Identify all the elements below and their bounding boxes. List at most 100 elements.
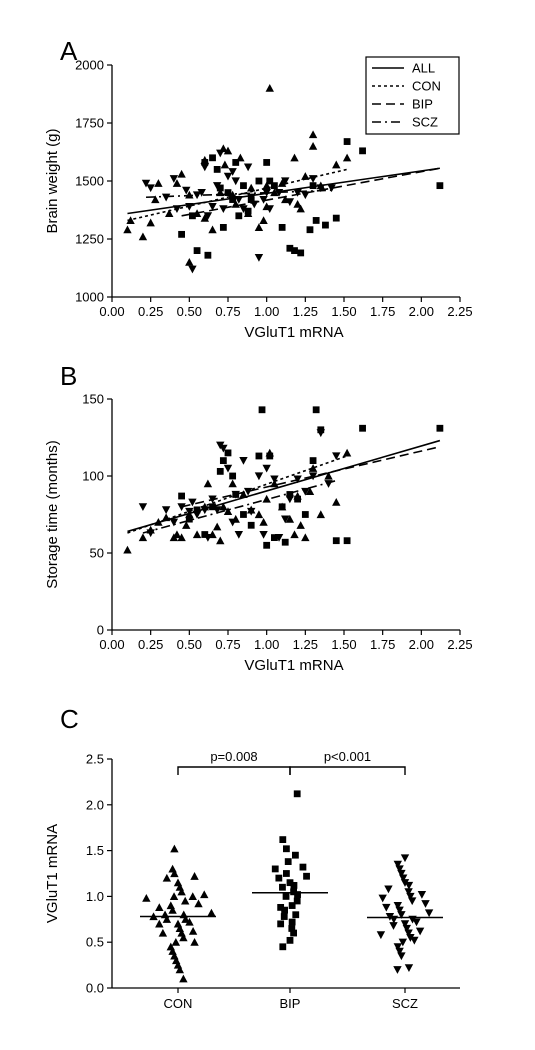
data-point-con xyxy=(175,924,184,933)
data-point-scz xyxy=(327,184,336,193)
data-point-scz xyxy=(239,205,248,214)
data-point-con xyxy=(171,938,181,946)
data-point-bip xyxy=(275,874,283,882)
data-point-bip xyxy=(301,511,309,518)
data-point-bip xyxy=(263,159,271,166)
data-point-scz xyxy=(398,938,408,947)
data-point-con xyxy=(305,487,315,495)
data-point-con xyxy=(181,915,190,923)
y-tick-label: 2.0 xyxy=(86,797,104,812)
data-point-bip xyxy=(277,903,285,911)
data-point-scz xyxy=(223,464,233,473)
data-point-bip xyxy=(286,491,294,498)
data-point-scz xyxy=(177,503,186,511)
data-point-bip xyxy=(283,845,290,853)
regression-line-scz xyxy=(142,479,337,534)
data-point-con xyxy=(301,172,310,180)
data-point-bip xyxy=(294,495,301,503)
data-point-bip xyxy=(201,159,209,166)
x-tick-label: 0.00 xyxy=(99,637,124,652)
data-point-bip xyxy=(322,221,329,229)
data-point-scz xyxy=(212,182,222,190)
data-point-bip xyxy=(178,230,185,238)
data-point-bip xyxy=(436,424,444,432)
data-point-scz xyxy=(404,881,414,890)
data-point-scz xyxy=(169,518,179,527)
data-point-bip xyxy=(219,457,227,464)
data-point-scz xyxy=(376,931,386,940)
data-point-con xyxy=(296,204,305,213)
data-point-bip xyxy=(343,537,351,545)
y-tick-label: 50 xyxy=(90,546,104,561)
data-point-con xyxy=(192,530,202,539)
data-point-bip xyxy=(271,534,278,541)
data-point-bip xyxy=(283,870,290,877)
x-tick-label: 1.00 xyxy=(254,304,279,319)
x-tick-label: 0.50 xyxy=(177,637,202,652)
data-point-bip xyxy=(292,851,299,859)
data-point-bip xyxy=(290,882,298,889)
data-point-scz xyxy=(384,885,393,894)
y-tick-label: 2000 xyxy=(75,58,104,73)
data-point-scz xyxy=(192,510,202,519)
data-point-con xyxy=(177,928,186,937)
data-point-con xyxy=(126,216,135,225)
data-point-con xyxy=(177,169,186,178)
y-axis-title: Brain weight (g) xyxy=(44,128,61,233)
data-point-con xyxy=(200,213,209,222)
data-point-con xyxy=(179,933,188,942)
data-point-con xyxy=(175,965,184,974)
y-tick-label: 1000 xyxy=(75,290,104,305)
data-point-bip xyxy=(240,182,247,190)
data-point-con xyxy=(254,510,264,519)
legend-label-con: CON xyxy=(412,79,441,94)
x-tick-label: 0.75 xyxy=(215,304,240,319)
data-point-bip xyxy=(343,138,351,145)
data-point-scz xyxy=(274,534,284,542)
data-point-con xyxy=(154,179,163,187)
data-point-scz xyxy=(378,894,387,903)
regression-line-scz xyxy=(145,189,332,199)
data-point-bip xyxy=(278,503,286,511)
x-tick-label: 2.25 xyxy=(447,304,472,319)
data-point-con xyxy=(123,545,132,554)
data-point-con xyxy=(173,919,183,928)
data-point-bip xyxy=(209,154,216,162)
data-point-con xyxy=(123,225,132,234)
data-point-scz xyxy=(404,888,413,897)
data-point-scz xyxy=(161,506,171,515)
data-point-bip xyxy=(286,244,294,252)
data-point-scz xyxy=(146,184,155,193)
y-axis-title: Storage time (months) xyxy=(44,440,61,588)
data-point-con xyxy=(285,514,295,523)
regression-line-all xyxy=(127,439,441,533)
category-label-scz: SCZ xyxy=(392,996,418,1011)
data-point-bip xyxy=(193,247,201,254)
data-point-bip xyxy=(359,424,366,432)
x-tick-label: 1.50 xyxy=(331,637,356,652)
data-point-scz xyxy=(254,472,264,481)
data-point-scz xyxy=(200,163,209,172)
data-point-scz xyxy=(382,903,391,912)
panel-label-a: A xyxy=(60,36,78,66)
data-point-scz xyxy=(203,534,213,542)
data-point-con xyxy=(179,974,188,983)
data-point-con xyxy=(194,899,203,908)
data-point-con xyxy=(290,530,299,539)
data-point-con xyxy=(190,872,199,880)
x-axis-title: VGluT1 mRNA xyxy=(244,657,343,674)
data-point-scz xyxy=(259,530,268,539)
data-point-scz xyxy=(254,253,264,262)
data-point-scz xyxy=(216,149,225,158)
y-tick-label: 1.0 xyxy=(86,889,104,904)
data-point-bip xyxy=(244,207,252,215)
data-point-bip xyxy=(286,936,294,944)
data-point-bip xyxy=(266,452,274,460)
data-point-bip xyxy=(306,226,314,234)
data-point-scz xyxy=(141,179,151,188)
data-point-con xyxy=(166,942,175,951)
data-point-con xyxy=(188,927,198,935)
data-point-con xyxy=(162,915,172,923)
chart-c: 0.0 0.5 1.0 1.5 2.0 2.5 CON BIP SCZ VGluT1 mRNA p=… xyxy=(44,749,460,1011)
data-point-con xyxy=(173,878,183,887)
